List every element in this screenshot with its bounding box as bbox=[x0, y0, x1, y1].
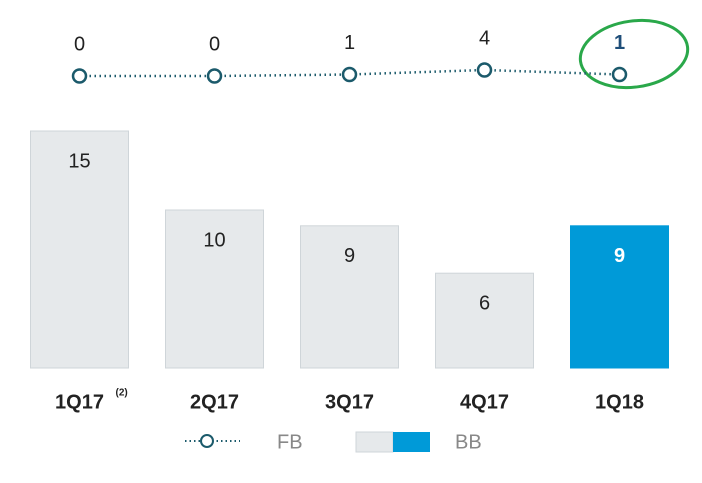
bar-value-label: 10 bbox=[203, 229, 225, 251]
bar-value-label: 6 bbox=[479, 292, 490, 314]
footnote-mark: (2) bbox=[116, 388, 128, 399]
bar bbox=[165, 209, 264, 369]
fb-value-label: 4 bbox=[479, 27, 490, 49]
fb-value-label: 1 bbox=[614, 32, 625, 54]
fb-value-label: 0 bbox=[209, 33, 220, 55]
highlight-circle bbox=[578, 18, 690, 90]
bar-value-label: 9 bbox=[614, 245, 625, 267]
bar bbox=[435, 272, 534, 369]
x-tick-label: 2Q17 bbox=[190, 391, 239, 413]
x-tick-label: 1Q17 bbox=[55, 391, 104, 413]
x-tick-label: 3Q17 bbox=[325, 391, 374, 413]
fb-point bbox=[71, 68, 88, 84]
bar bbox=[570, 225, 669, 369]
x-tick-label: 1Q18 bbox=[595, 391, 644, 413]
fb-point bbox=[341, 66, 358, 83]
bar bbox=[30, 130, 129, 369]
fb-point bbox=[611, 66, 628, 83]
bar bbox=[300, 225, 399, 369]
fb-point bbox=[206, 68, 223, 84]
fb-value-label: 0 bbox=[74, 33, 85, 55]
legend-label: FB bbox=[277, 431, 303, 453]
fb-point bbox=[476, 62, 493, 78]
legend-fb-point bbox=[200, 434, 214, 448]
bar-value-label: 15 bbox=[68, 150, 90, 172]
legend-bb-swatch bbox=[355, 431, 394, 453]
legend-label: BB bbox=[455, 431, 482, 453]
x-tick-label: 4Q17 bbox=[460, 391, 509, 413]
legend-bb-swatch-highlight bbox=[393, 432, 430, 452]
bar-value-label: 9 bbox=[344, 245, 355, 267]
fb-value-label: 1 bbox=[344, 32, 355, 54]
